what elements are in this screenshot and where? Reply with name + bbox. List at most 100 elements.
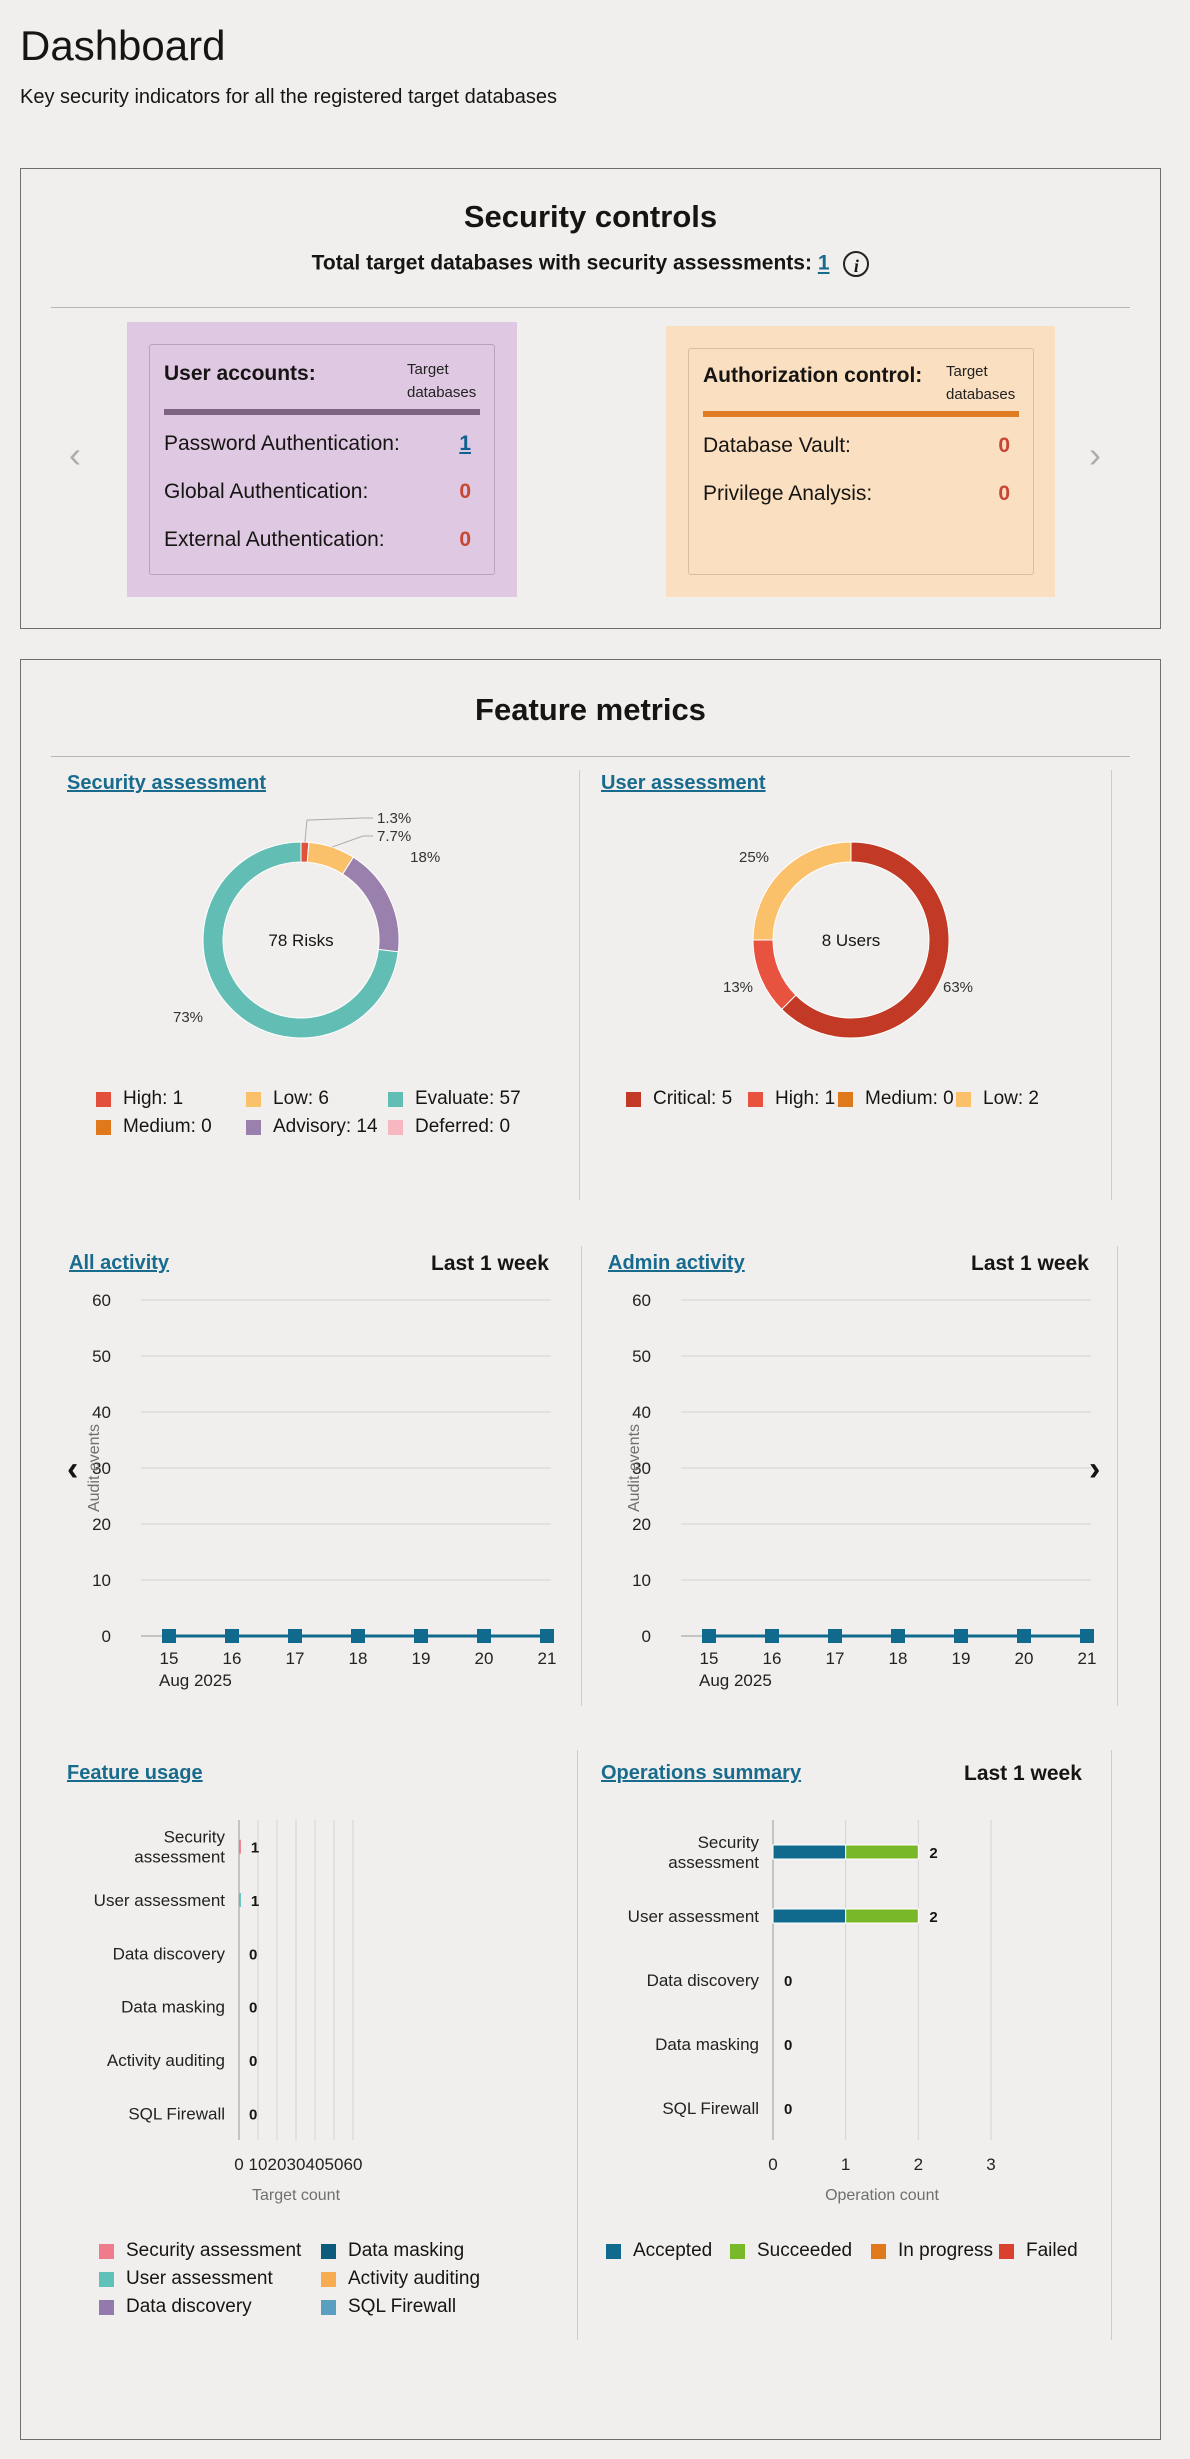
legend-label: Low: 2	[983, 1088, 1039, 1109]
x-tick-label: 19	[952, 1649, 971, 1668]
category-label: Data discovery	[647, 1971, 760, 1990]
legend-item[interactable]: SQL Firewall	[321, 2296, 456, 2318]
legend-item[interactable]: Data discovery	[99, 2296, 252, 2318]
data-point	[702, 1629, 716, 1643]
legend-item[interactable]: Activity auditing	[321, 2268, 480, 2290]
x-tick-label: 15	[700, 1649, 719, 1668]
x-tick-label: 15	[160, 1649, 179, 1668]
authorization-card-inner	[688, 348, 1034, 575]
legend-item[interactable]: Accepted	[606, 2240, 712, 2262]
data-point	[1017, 1629, 1031, 1643]
legend-item[interactable]: Critical: 5	[626, 1088, 732, 1110]
x-tick-label: 17	[826, 1649, 845, 1668]
category-label: Activity auditing	[107, 2051, 225, 2070]
data-point	[225, 1629, 239, 1643]
y-axis-label: Audit events	[626, 1424, 643, 1512]
x-tick-label: 16	[763, 1649, 782, 1668]
operations-summary-link[interactable]: Operations summary	[601, 1762, 802, 1784]
slice-label: 1.3%	[377, 810, 411, 827]
x-axis-label: Operation count	[825, 2187, 939, 2204]
feature-usage-link[interactable]: Feature usage	[67, 1762, 203, 1784]
legend-swatch	[388, 1119, 403, 1135]
y-tick-label: 60	[632, 1291, 651, 1310]
y-tick-label: 0	[642, 1627, 651, 1646]
legend-swatch	[99, 2271, 114, 2287]
bar-segment-accepted	[772, 1844, 847, 1860]
legend-item[interactable]: Data masking	[321, 2240, 464, 2262]
legend-item[interactable]: Advisory: 14	[246, 1116, 378, 1138]
data-point	[828, 1629, 842, 1643]
carousel-prev-arrow[interactable]: ‹	[69, 434, 81, 475]
security-assessment-donut-chart: 78 Risks 1.3%7.7% 18% 73%	[173, 810, 440, 1039]
bar-value-label: 0	[249, 2106, 257, 2123]
user-assessment-donut-chart: 8 Users 63% 13% 25%	[723, 841, 973, 1039]
legend-item[interactable]: Medium: 0	[96, 1116, 212, 1138]
bar-total-label: 0	[784, 2101, 792, 2118]
legend-item[interactable]: Deferred: 0	[388, 1116, 510, 1138]
legend-swatch	[321, 2271, 336, 2287]
legend-label: Failed	[1026, 2240, 1078, 2261]
legend-label: Low: 6	[273, 1088, 329, 1109]
all-activity-link[interactable]: All activity	[69, 1252, 170, 1274]
carousel-next-arrow[interactable]: ›	[1089, 434, 1101, 475]
donut-center-label: 8 Users	[822, 931, 881, 950]
legend-label: Data discovery	[126, 2296, 252, 2317]
legend-swatch	[96, 1091, 111, 1107]
bar-value-label: 0	[249, 2000, 257, 2017]
password-auth-value[interactable]: 1	[459, 432, 471, 455]
security-assessment-link[interactable]: Security assessment	[67, 772, 267, 794]
bar-total-label: 0	[784, 2037, 792, 2054]
admin-activity-period: Last 1 week	[971, 1252, 1089, 1275]
category-label: assessment	[668, 1853, 759, 1872]
slice-label: 18%	[410, 849, 440, 866]
y-tick-label: 30	[92, 1459, 111, 1478]
x-tick-label: 3	[986, 2155, 995, 2174]
column-divider	[579, 770, 580, 1200]
legend-item[interactable]: User assessment	[99, 2268, 273, 2290]
authorization-bar	[703, 411, 1019, 417]
category-label: assessment	[134, 1848, 225, 1867]
legend-item[interactable]: In progress	[871, 2240, 993, 2262]
bar-total-label: 2	[929, 1845, 937, 1862]
x-tick-label: 20	[1015, 1649, 1034, 1668]
total-assessed-targets: Total target databases with security ass…	[21, 251, 1160, 277]
legend-item[interactable]: Low: 2	[956, 1088, 1039, 1110]
user-assessment-link[interactable]: User assessment	[601, 772, 766, 794]
category-label: Data discovery	[113, 1944, 226, 1963]
x-tick-label: 20	[475, 1649, 494, 1668]
category-label: Security	[698, 1833, 760, 1852]
y-tick-label: 20	[632, 1515, 651, 1534]
external-auth-value: 0	[459, 528, 471, 551]
y-tick-label: 40	[92, 1403, 111, 1422]
slice-label: 25%	[739, 849, 769, 866]
legend-label: Critical: 5	[653, 1088, 733, 1109]
y-tick-label: 10	[632, 1571, 651, 1590]
legend-item[interactable]: High: 1	[96, 1088, 183, 1110]
category-label: User assessment	[628, 1907, 760, 1926]
x-tick-label: 21	[1078, 1649, 1097, 1668]
legend-label: Activity auditing	[348, 2268, 481, 2289]
column-divider	[1111, 770, 1112, 1200]
legend-item[interactable]: High: 1	[748, 1088, 835, 1110]
legend-item[interactable]: Low: 6	[246, 1088, 329, 1110]
legend-item[interactable]: Security assessment	[99, 2240, 301, 2262]
database-vault-value: 0	[998, 434, 1010, 457]
y-tick-label: 10	[92, 1571, 111, 1590]
security-controls-title: Security controls	[463, 199, 718, 234]
info-icon[interactable]: i	[843, 251, 870, 277]
data-point	[1080, 1629, 1094, 1643]
total-assessed-link[interactable]: 1	[817, 251, 830, 275]
x-tick-label: 17	[286, 1649, 305, 1668]
database-vault-label: Database Vault:	[703, 434, 851, 457]
legend-label: SQL Firewall	[348, 2296, 457, 2317]
legend-item[interactable]: Failed	[999, 2240, 1078, 2262]
activity-prev-arrow[interactable]: ‹	[67, 1450, 79, 1488]
legend-item[interactable]: Evaluate: 57	[388, 1088, 521, 1110]
x-sublabel: Aug 2025	[159, 1671, 232, 1690]
security-controls-panel: Security controls Total target databases…	[20, 168, 1161, 629]
legend-item[interactable]: Succeeded	[730, 2240, 852, 2262]
legend-item[interactable]: Medium: 0	[838, 1088, 954, 1110]
activity-next-arrow[interactable]: ›	[1089, 1450, 1101, 1488]
bar-value-label: 1	[251, 1840, 259, 1857]
admin-activity-link[interactable]: Admin activity	[608, 1252, 745, 1274]
